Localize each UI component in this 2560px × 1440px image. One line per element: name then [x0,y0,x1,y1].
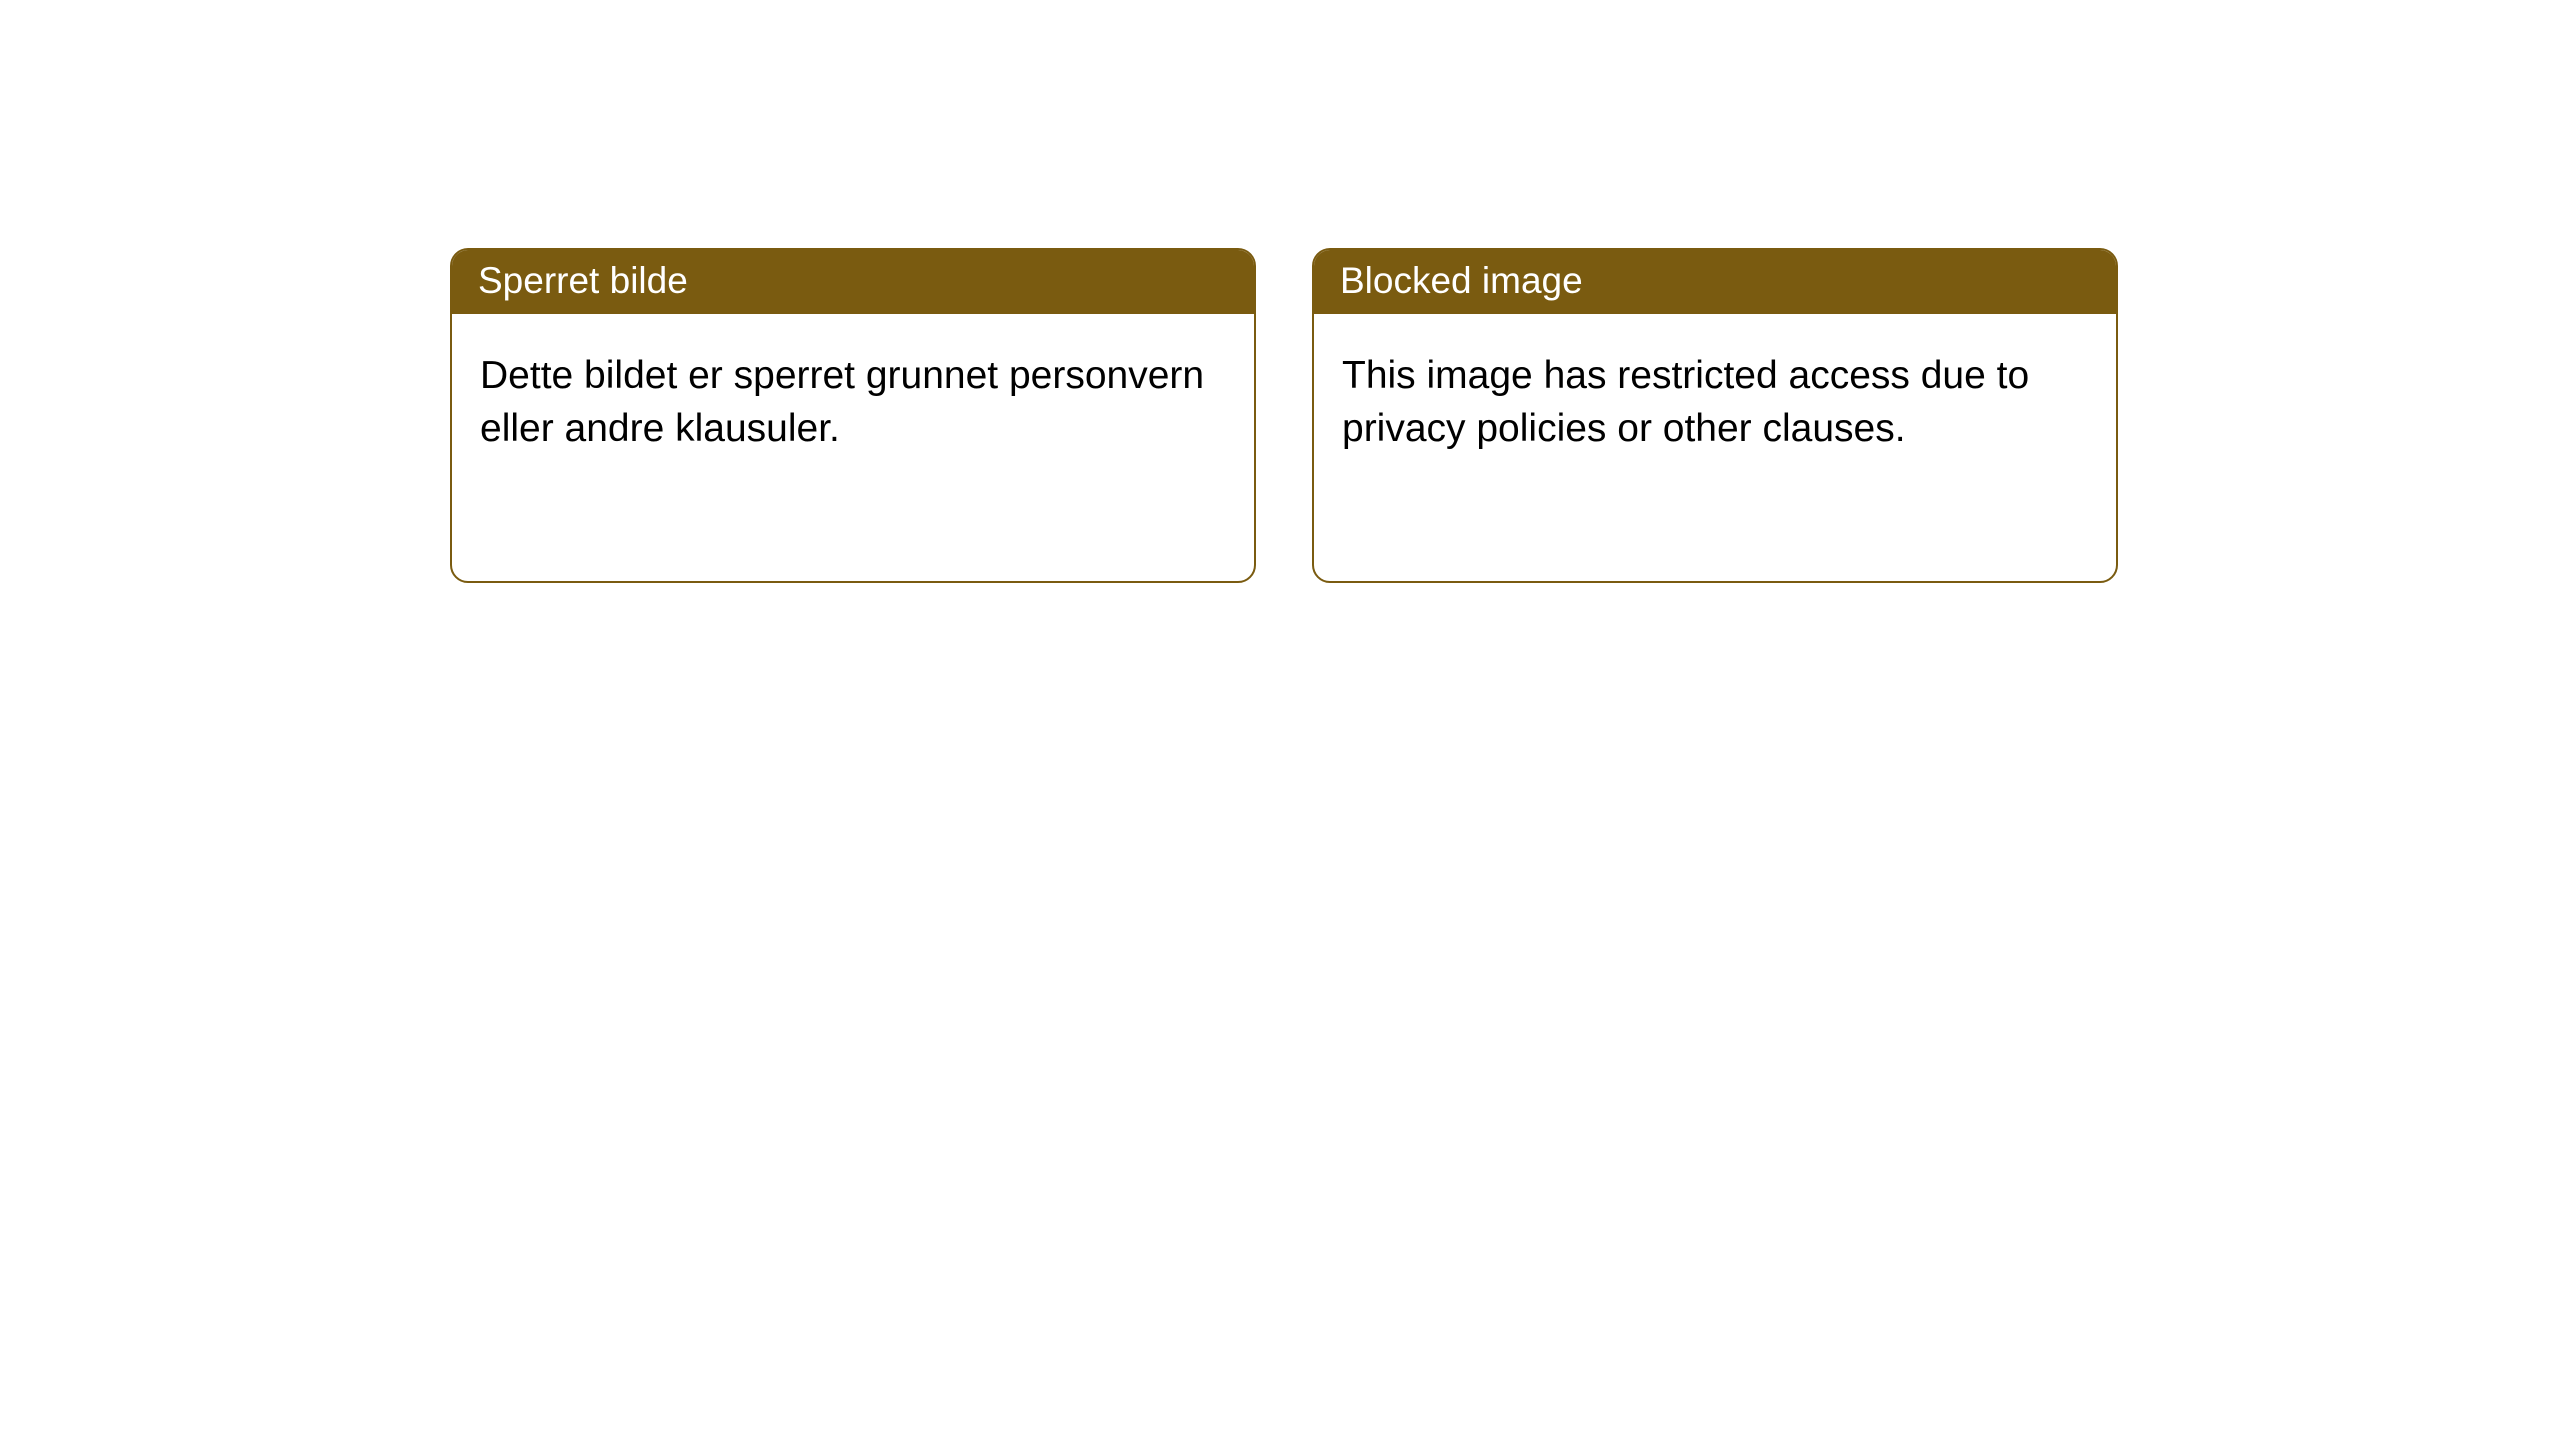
notice-header-norwegian: Sperret bilde [452,250,1254,314]
notice-card-english: Blocked image This image has restricted … [1312,248,2118,583]
notice-header-english: Blocked image [1314,250,2116,314]
notice-container: Sperret bilde Dette bildet er sperret gr… [0,0,2560,583]
notice-card-norwegian: Sperret bilde Dette bildet er sperret gr… [450,248,1256,583]
notice-body-english: This image has restricted access due to … [1314,314,2116,483]
notice-body-norwegian: Dette bildet er sperret grunnet personve… [452,314,1254,483]
